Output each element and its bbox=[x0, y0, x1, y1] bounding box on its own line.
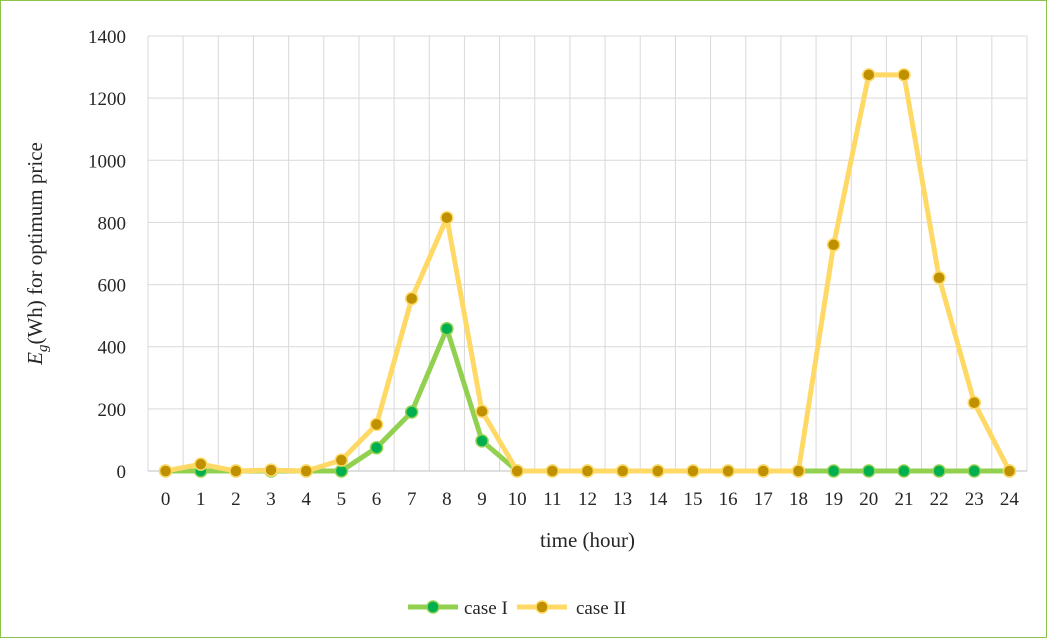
data-point bbox=[299, 464, 313, 478]
data-point bbox=[862, 68, 876, 82]
x-axis-title: time (hour) bbox=[540, 528, 635, 552]
data-point bbox=[158, 464, 173, 478]
data-point bbox=[932, 464, 946, 478]
data-point bbox=[369, 440, 384, 455]
data-point bbox=[1002, 464, 1017, 478]
x-tick-label: 3 bbox=[266, 489, 276, 510]
x-tick-label: 16 bbox=[719, 489, 738, 510]
y-tick-label: 0 bbox=[117, 462, 127, 483]
data-point bbox=[510, 464, 524, 478]
x-axis-ticks: 0 1 2 3 4 5 6 7 8 9 10 11 12 13 14 15 16 17 18 19 20 21 22 23 24 bbox=[161, 489, 1020, 510]
data-point bbox=[229, 464, 243, 478]
series-line bbox=[163, 326, 1012, 474]
y-axis-title-subscript: g bbox=[35, 344, 51, 352]
y-tick-label: 1000 bbox=[88, 151, 126, 172]
data-point bbox=[440, 321, 454, 336]
data-point bbox=[897, 68, 911, 82]
x-tick-label: 15 bbox=[683, 489, 702, 510]
x-tick-label: 21 bbox=[894, 489, 913, 510]
data-point bbox=[404, 291, 419, 306]
x-tick-label: 17 bbox=[754, 489, 773, 510]
x-tick-label: 18 bbox=[789, 489, 808, 510]
legend-label: case I bbox=[464, 598, 508, 619]
data-point bbox=[826, 464, 841, 478]
x-tick-label: 12 bbox=[578, 489, 597, 510]
data-point bbox=[615, 464, 630, 478]
x-tick-label: 1 bbox=[196, 489, 206, 510]
x-tick-label: 8 bbox=[442, 489, 452, 510]
data-point bbox=[791, 464, 806, 478]
data-point bbox=[897, 464, 911, 478]
x-tick-label: 6 bbox=[372, 489, 382, 510]
x-tick-label: 2 bbox=[231, 489, 241, 510]
y-axis-ticks: 0 200 400 600 800 1000 1200 1400 bbox=[88, 27, 126, 483]
data-point bbox=[651, 464, 665, 478]
y-tick-label: 1200 bbox=[88, 89, 126, 110]
data-point bbox=[967, 395, 982, 410]
y-axis-title: Eg(Wh) for optimum price bbox=[23, 142, 51, 366]
x-tick-label: 24 bbox=[1000, 489, 1020, 510]
y-tick-label: 600 bbox=[98, 276, 127, 297]
x-tick-label: 11 bbox=[543, 489, 561, 510]
x-tick-label: 7 bbox=[407, 489, 417, 510]
series-case-ii bbox=[158, 68, 1017, 478]
data-point bbox=[580, 464, 595, 478]
data-point bbox=[967, 464, 982, 478]
y-tick-label: 400 bbox=[98, 338, 127, 359]
data-point bbox=[686, 464, 700, 478]
legend-marker bbox=[535, 600, 549, 614]
data-point bbox=[545, 464, 560, 478]
data-point bbox=[932, 270, 946, 285]
data-point bbox=[862, 464, 876, 478]
legend-label: case II bbox=[576, 598, 626, 619]
data-point bbox=[193, 457, 208, 471]
series-case-i bbox=[158, 321, 1017, 478]
y-tick-label: 800 bbox=[98, 213, 127, 234]
data-point bbox=[475, 434, 489, 448]
y-tick-label: 200 bbox=[98, 400, 127, 421]
data-point bbox=[475, 404, 489, 419]
x-tick-label: 20 bbox=[859, 489, 878, 510]
legend-item-case-i: case I bbox=[408, 598, 508, 619]
y-tick-label: 1400 bbox=[88, 27, 126, 48]
x-tick-label: 14 bbox=[648, 489, 668, 510]
data-point bbox=[826, 238, 841, 252]
data-point bbox=[334, 453, 349, 467]
data-point bbox=[369, 417, 384, 432]
gridlines bbox=[147, 35, 1028, 471]
data-point bbox=[756, 464, 771, 478]
x-tick-label: 13 bbox=[613, 489, 632, 510]
x-tick-label: 5 bbox=[337, 489, 347, 510]
x-tick-label: 19 bbox=[824, 489, 843, 510]
x-tick-label: 4 bbox=[301, 489, 311, 510]
legend-item-case-ii: case II bbox=[517, 598, 626, 619]
series-line bbox=[163, 72, 1012, 474]
data-point bbox=[440, 211, 454, 225]
data-point bbox=[404, 405, 419, 419]
x-tick-label: 23 bbox=[965, 489, 984, 510]
series-group bbox=[158, 68, 1017, 478]
legend-marker bbox=[426, 600, 440, 614]
legend: case I case II bbox=[408, 598, 626, 619]
x-tick-label: 22 bbox=[930, 489, 949, 510]
x-tick-label: 10 bbox=[508, 489, 527, 510]
x-tick-label: 0 bbox=[161, 489, 171, 510]
data-point bbox=[721, 464, 735, 478]
x-tick-label: 9 bbox=[477, 489, 487, 510]
y-axis-title-variable: E bbox=[23, 352, 47, 366]
y-axis-title-text: (Wh) for optimum price bbox=[23, 142, 47, 344]
data-point bbox=[264, 463, 278, 477]
